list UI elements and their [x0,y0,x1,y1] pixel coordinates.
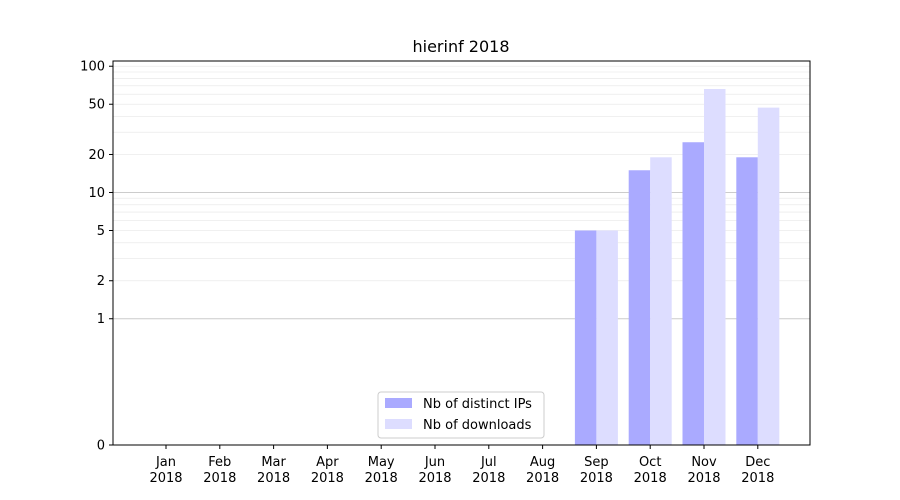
legend-label: Nb of downloads [423,418,532,433]
y-tick-label: 0 [97,439,105,454]
y-tick-label: 5 [97,224,105,239]
x-tick-label-year: 2018 [418,471,451,486]
x-tick-label-month: Jun [424,455,445,470]
x-tick-label-year: 2018 [634,471,667,486]
plot-area [112,60,811,446]
legend-label: Nb of distinct IPs [423,397,532,412]
bar-downloads [596,230,618,445]
x-tick-label-month: Jan [155,455,176,470]
x-tick-label-year: 2018 [257,471,290,486]
legend-swatch [385,419,412,429]
y-tick-label: 100 [80,60,105,75]
x-tick-label-month: Dec [745,455,770,470]
bars [574,89,780,446]
bar-distinct-ips [682,142,704,445]
bar-downloads [650,157,672,445]
x-tick-label-year: 2018 [526,471,559,486]
x-tick-label-year: 2018 [687,471,720,486]
x-tick-label-month: May [368,455,395,470]
y-tick-label: 10 [88,186,105,201]
y-tick-label: 2 [97,274,105,289]
x-tick-label-year: 2018 [149,471,182,486]
x-tick-label-month: Aug [530,455,555,470]
x-tick-label-month: Mar [261,455,286,470]
bar-downloads [757,107,780,445]
y-tick-label: 20 [88,148,105,163]
x-tick-label-month: Jul [480,455,497,470]
bar-distinct-ips [736,157,758,445]
x-tick-label-year: 2018 [472,471,505,486]
x-tick-label-month: Apr [316,455,339,470]
legend-box [377,391,545,439]
x-tick-label-year: 2018 [311,471,344,486]
y-tick-label: 1 [97,312,105,327]
bar-downloads [704,89,726,446]
x-tick-label-month: Nov [691,455,717,470]
x-axis: Jan2018Feb2018Mar2018Apr2018May2018Jun20… [149,445,774,486]
bar-distinct-ips [628,170,651,445]
x-tick-label-month: Oct [639,455,661,470]
x-tick-label-month: Feb [208,455,231,470]
chart-title: hierinf 2018 [412,37,509,56]
y-axis: 0 1 2 5 10 20 50 100 [80,60,113,454]
x-tick-label-month: Sep [584,455,609,470]
x-tick-label-year: 2018 [203,471,236,486]
legend-swatch [385,398,412,408]
x-tick-label-year: 2018 [741,471,774,486]
x-tick-label-year: 2018 [365,471,398,486]
x-tick-label-year: 2018 [580,471,613,486]
y-tick-label: 50 [88,98,105,113]
legend: Nb of distinct IPs Nb of downloads [377,391,545,439]
bar-distinct-ips [574,230,597,445]
